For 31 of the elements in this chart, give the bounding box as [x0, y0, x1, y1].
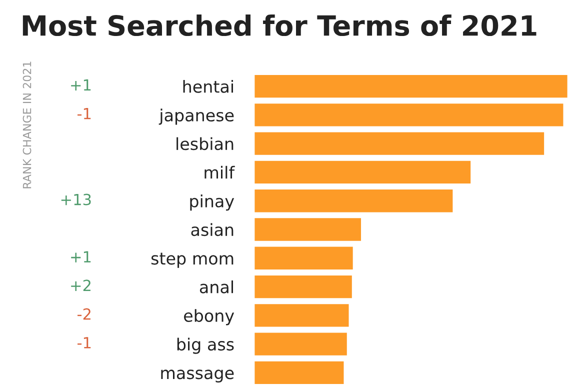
y-tick-label: anal	[200, 280, 233, 294]
text: +1	[71, 251, 91, 262]
bar	[254, 216, 362, 242]
bar	[254, 245, 354, 271]
text: -1	[78, 108, 91, 120]
bar	[254, 331, 348, 357]
y-tick-label: ebony	[184, 309, 234, 326]
bar	[254, 102, 565, 128]
y-tick-label: asian	[191, 223, 234, 236]
bar	[254, 360, 346, 386]
bar	[254, 74, 568, 100]
y-tick-label: lesbian	[176, 137, 234, 150]
y-tick-label: step mom	[151, 252, 234, 268]
y-tick-label: big ass	[177, 338, 234, 354]
bar	[254, 188, 454, 214]
text: -2	[78, 308, 90, 320]
text: -1	[78, 337, 91, 348]
text: +13	[61, 194, 91, 206]
y-tick-label: japanese	[158, 108, 234, 125]
bar	[254, 130, 546, 156]
y-tick-label: massage	[161, 370, 234, 382]
text: +2	[71, 280, 90, 291]
text: RANK CHANGE IN 2021	[22, 62, 32, 188]
y-tick-label: hentai	[183, 80, 233, 93]
bar	[254, 302, 350, 328]
bar	[254, 274, 354, 300]
y-tick-label: pinay	[190, 194, 234, 211]
y-tick-label: milf	[204, 166, 235, 179]
bar	[254, 160, 472, 185]
chart-title: Most Searched for Terms of 2021	[22, 14, 536, 36]
text: +1	[71, 79, 91, 91]
